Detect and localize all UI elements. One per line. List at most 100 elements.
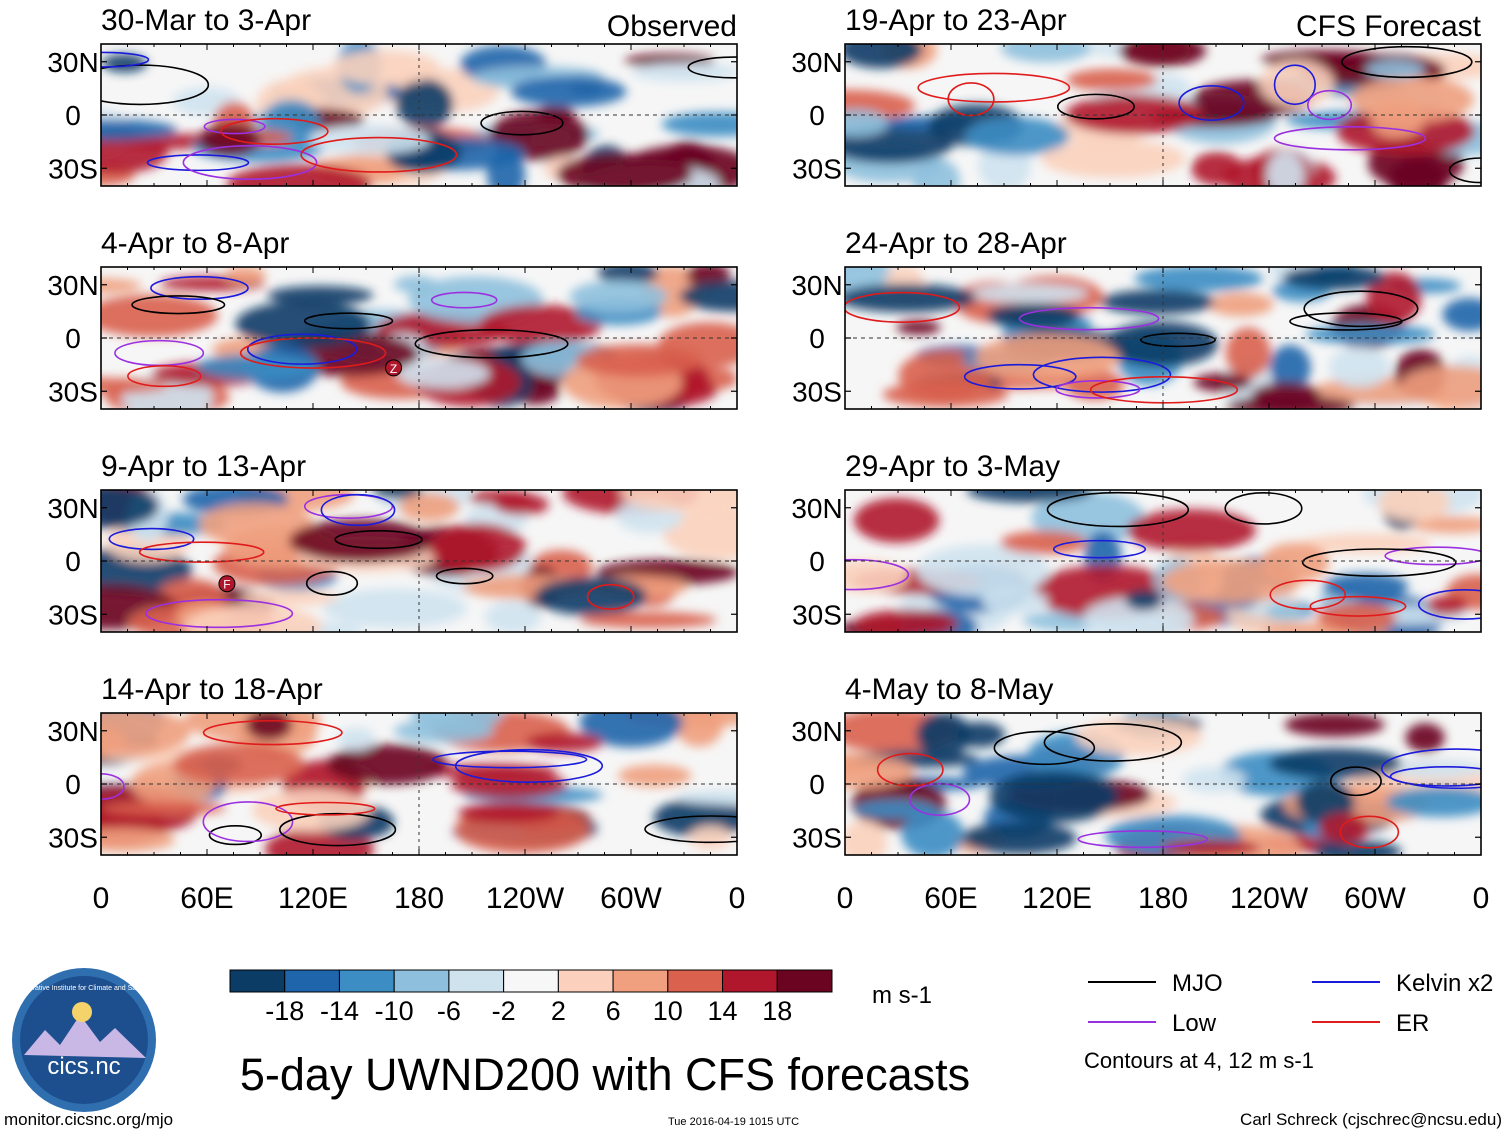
anomaly-blob [478, 304, 602, 345]
contour-line [845, 291, 961, 323]
anomaly-blob [534, 577, 648, 616]
y-tick-label: 30N [791, 47, 842, 78]
colorbar-box [393, 969, 450, 993]
contour-line [1384, 546, 1481, 566]
anomaly-blob [679, 280, 737, 312]
storm-marker-label: Z [390, 362, 397, 376]
panel: 30N 0 30S 30-Mar to 3-Apr Observed [47, 4, 738, 187]
contour-line [202, 719, 343, 746]
anomaly-blob [845, 109, 889, 137]
anomaly-blob [337, 727, 376, 751]
anomaly-blob [535, 105, 575, 124]
anomaly-blob [845, 820, 888, 855]
y-tick-label: 30S [792, 599, 842, 630]
forecast-header: CFS Forecast [1296, 10, 1482, 43]
legend-label: Kelvin x2 [1396, 970, 1493, 997]
x-tick-label: 0 [837, 882, 854, 915]
period-label: 24-Apr to 28-Apr [845, 227, 1067, 260]
anomaly-blob [1399, 365, 1481, 408]
anomaly-blob [974, 333, 1120, 382]
anomaly-blob [457, 802, 559, 824]
contours [876, 723, 1481, 849]
contour-line [1043, 723, 1183, 762]
anomaly-blob [845, 559, 909, 594]
contour-line [1341, 45, 1473, 79]
contour-line [275, 801, 376, 816]
anomaly-blob [981, 588, 1048, 616]
anomaly-blob [896, 320, 941, 335]
contour-line [320, 493, 396, 527]
anomaly-blob [1040, 139, 1186, 178]
panel: 30N 0 30S 14-Apr to 18-Apr [47, 673, 738, 856]
contours [101, 51, 737, 180]
timestamp: Tue 2016-04-19 1015 UTC [668, 1116, 800, 1128]
uwnd-field [845, 44, 1481, 186]
x-tick-label: 120E [1022, 882, 1092, 915]
anomaly-blob [597, 267, 659, 284]
anomaly-blob [1100, 289, 1216, 315]
y-tick-label: 30S [48, 376, 98, 407]
uwnd-field [101, 44, 737, 186]
anomaly-blob [395, 78, 454, 130]
contour-line [1055, 379, 1141, 399]
contour-line [1056, 93, 1135, 120]
panel: 30N 0 30S 29-Apr to 3-May [791, 450, 1482, 633]
x-tick-label: 60E [180, 882, 233, 915]
period-label: 30-Mar to 3-Apr [101, 4, 311, 37]
contour-line [1303, 290, 1419, 328]
contour-line [1380, 748, 1481, 790]
contours [845, 290, 1419, 404]
anomaly-blob [1305, 324, 1436, 345]
contour-line [908, 782, 971, 816]
contour-line [127, 365, 202, 388]
anomaly-blob [240, 590, 339, 606]
y-tick-label: 30N [47, 716, 98, 747]
colorbar-label: 18 [762, 996, 792, 1026]
anomaly-blob [882, 381, 1009, 408]
contour-line [917, 72, 1071, 103]
anomaly-blob [569, 280, 668, 313]
colorbar-label: 6 [606, 996, 621, 1026]
anomaly-blob [1317, 602, 1397, 632]
anomaly-blob [493, 493, 549, 516]
contour-line [101, 51, 150, 68]
contour-line [1089, 376, 1239, 404]
anomaly-blob [396, 358, 490, 389]
contour-line [239, 337, 387, 369]
contour-line [220, 117, 329, 145]
storm-marker: F [218, 575, 236, 593]
anomaly-blob [916, 713, 972, 757]
uwnd-field [845, 490, 1481, 632]
y-tick-label: 30S [48, 153, 98, 184]
anomaly-blob [330, 50, 440, 86]
colorbar-label: -14 [320, 996, 359, 1026]
contour-line [586, 583, 635, 610]
anomaly-blob [1000, 530, 1088, 555]
contour-line [1046, 491, 1190, 528]
x-tick-label: 180 [1138, 882, 1188, 915]
anomaly-blob [1126, 509, 1256, 552]
anomaly-blob [429, 523, 526, 573]
contour-line [1301, 548, 1457, 577]
contour-line [454, 748, 604, 783]
anomaly-blob [620, 490, 737, 512]
contour-line [1032, 356, 1172, 393]
sun-icon [72, 1002, 92, 1022]
anomaly-blob [1312, 840, 1402, 855]
uwnd-field [101, 713, 737, 855]
anomaly-blob [1300, 533, 1433, 554]
y-tick-label: 30N [47, 270, 98, 301]
anomaly-blob [954, 721, 1006, 748]
anomaly-blob [199, 502, 314, 547]
anomaly-blob [1284, 713, 1385, 737]
x-axes: 0 60E 120E 180 120W 60W 0 0 60E 120E 180 120W 60W 0 [93, 882, 1490, 915]
contour-line [1339, 815, 1400, 849]
anomaly-blob [1182, 766, 1246, 793]
anomaly-blob [1405, 723, 1445, 753]
anomaly-blob [971, 283, 1089, 304]
anomaly-blob [393, 275, 438, 293]
anomaly-blob [1318, 812, 1369, 844]
contour-legend: MJO Kelvin x2 Low ER [1088, 970, 1493, 1037]
anomaly-blob [1134, 267, 1264, 292]
anomaly-blob [101, 713, 191, 756]
